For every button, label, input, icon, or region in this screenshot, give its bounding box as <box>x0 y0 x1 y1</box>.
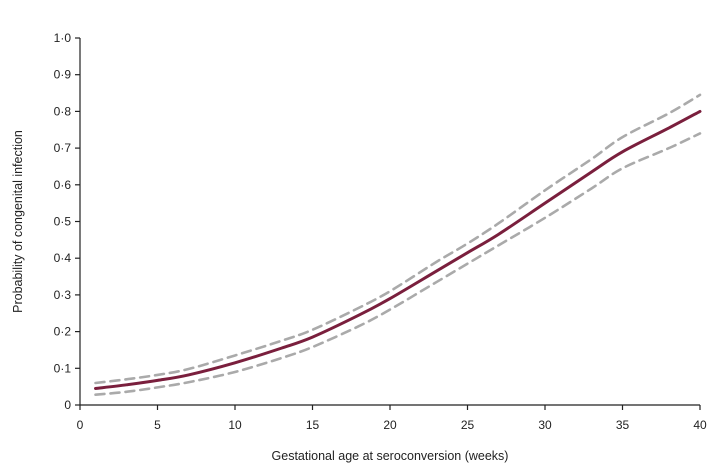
y-tick-label: 0 <box>64 398 71 412</box>
y-tick-label: 0·1 <box>54 361 72 375</box>
x-tick-label: 10 <box>228 418 242 432</box>
y-tick-label: 1·0 <box>54 31 72 45</box>
y-tick-label: 0·3 <box>54 288 72 302</box>
y-tick-label: 0·5 <box>54 215 72 229</box>
y-tick-label: 0·6 <box>54 178 72 192</box>
x-tick-label: 0 <box>77 418 84 432</box>
x-tick-label: 40 <box>693 418 707 432</box>
y-tick-label: 0·2 <box>54 325 72 339</box>
series-layer <box>94 93 702 397</box>
y-tick-label: 0·4 <box>54 251 72 265</box>
x-axis-ticks: 0 5 10 15 20 25 30 35 40 <box>77 405 707 432</box>
x-tick-label: 30 <box>538 418 552 432</box>
series-line-estimate <box>94 109 702 390</box>
series-line-confidence-bound <box>94 93 702 385</box>
y-axis-title: Probability of congenital infection <box>11 130 25 313</box>
y-tick-label: 0·8 <box>54 104 72 118</box>
x-tick-label: 20 <box>383 418 397 432</box>
x-tick-label: 15 <box>306 418 320 432</box>
x-axis-title: Gestational age at seroconversion (weeks… <box>272 449 509 463</box>
y-axis-ticks: 0 0·1 0·2 0·3 0·4 0·5 0·6 0·7 0·8 0·9 1·0 <box>54 31 80 412</box>
x-tick-label: 25 <box>461 418 475 432</box>
x-tick-label: 35 <box>616 418 630 432</box>
x-tick-label: 5 <box>154 418 161 432</box>
series-line-confidence-bound <box>94 132 702 397</box>
y-tick-label: 0·9 <box>54 68 72 82</box>
y-tick-label: 0·7 <box>54 141 72 155</box>
